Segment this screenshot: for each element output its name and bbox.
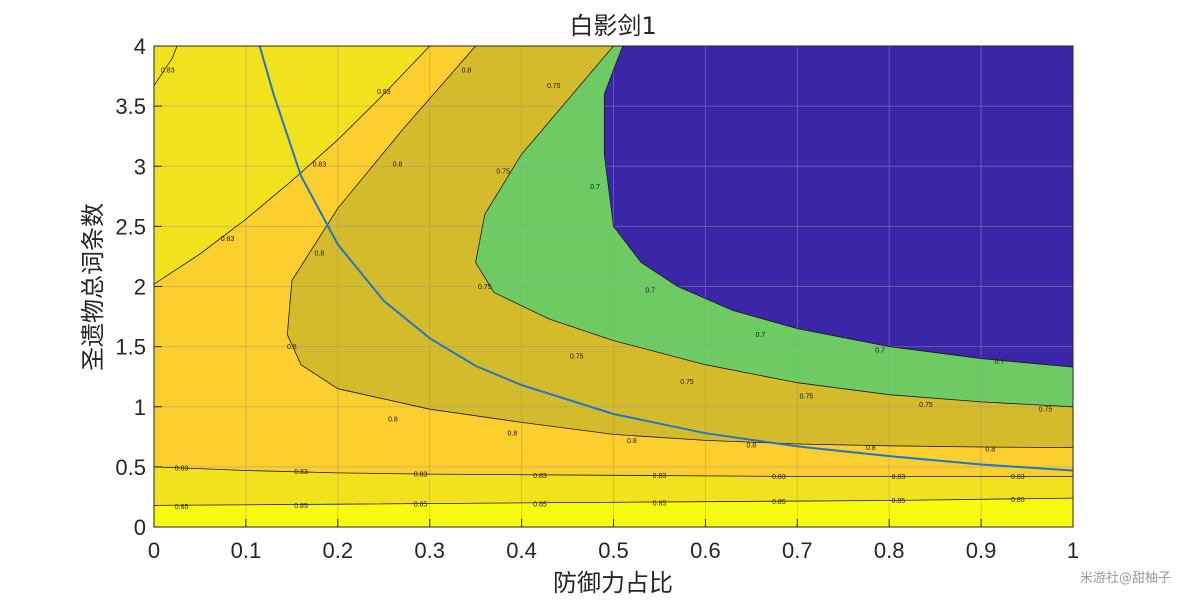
y-axis-title: 圣遗物总词条数: [79, 203, 107, 371]
x-tick-label: 0.8: [874, 538, 905, 563]
contour-label: 0.8: [315, 250, 325, 257]
watermark: 米游社@甜柚子: [1079, 571, 1171, 586]
contour-label: 0.7: [590, 184, 600, 191]
contour-labels: 0.85 0.85 0.85 0.85 0.85 0.85 0.85 0.85 0.83 0.83…: [161, 68, 1052, 512]
x-axis-ticks: 0 0.1 0.2 0.3 0.4 0.5 0.6 0.7 0.8 0.9 1: [148, 519, 1079, 563]
contour-label: 0.8: [393, 161, 403, 168]
contour-label: 0.85: [772, 499, 786, 506]
contour-label: 0.85: [1011, 497, 1025, 504]
contour-label: 0.83: [377, 89, 391, 96]
y-axis-ticks: 0 0.5 1 1.5 2 2.5 3 3.5 4: [115, 34, 162, 540]
contour-label: 0.83: [313, 161, 327, 168]
x-axis-title: 防御力占比: [553, 569, 673, 597]
contour-label: 0.8: [627, 438, 637, 445]
contour-label: 0.83: [892, 474, 906, 481]
contour-label: 0.83: [772, 474, 786, 481]
contour-label: 0.75: [1039, 407, 1053, 414]
contour-label: 0.83: [414, 472, 428, 479]
contour-label: 0.85: [175, 504, 189, 511]
contour-label: 0.8: [508, 431, 518, 438]
x-tick-label: 1: [1067, 538, 1079, 563]
contour-label: 0.7: [875, 348, 885, 355]
contour-line-0-85: [154, 497, 1073, 506]
x-tick-label: 0.6: [690, 538, 721, 563]
chart-title: 白影剑1: [569, 12, 656, 40]
contour-label: 0.7: [995, 359, 1005, 366]
grid-lines: [154, 46, 1073, 527]
y-tick-label: 3.5: [115, 94, 146, 119]
contour-label: 0.75: [680, 379, 694, 386]
contour-label: 0.8: [462, 68, 472, 75]
contour-label: 0.8: [287, 344, 297, 351]
contour-label: 0.85: [533, 502, 547, 509]
x-tick-label: 0.5: [598, 538, 629, 563]
contour-label: 0.75: [496, 169, 510, 176]
contour-label: 0.83: [294, 469, 308, 476]
x-tick-label: 0.9: [966, 538, 997, 563]
contour-label: 0.75: [478, 284, 492, 291]
contour-label: 0.75: [800, 393, 814, 400]
contour-label: 0.83: [161, 68, 175, 75]
contour-label: 0.83: [175, 466, 189, 473]
x-tick-label: 0.7: [782, 538, 813, 563]
x-tick-label: 0.3: [414, 538, 445, 563]
x-tick-label: 0: [148, 538, 160, 563]
contour-label: 0.83: [221, 236, 235, 243]
y-tick-label: 0: [134, 515, 146, 540]
y-tick-label: 0.5: [115, 455, 146, 480]
y-tick-label: 3: [134, 154, 146, 179]
contour-label: 0.85: [892, 498, 906, 505]
y-tick-label: 2: [134, 275, 146, 300]
x-tick-label: 0.2: [323, 538, 354, 563]
contour-label: 0.75: [547, 83, 561, 90]
y-tick-label: 4: [134, 34, 146, 59]
series-line: [258, 46, 1073, 472]
band-above-0-85: [154, 498, 1073, 527]
contour-label: 0.85: [414, 502, 428, 509]
contour-label: 0.8: [746, 443, 756, 450]
contour-line-0-8: [286, 46, 1073, 448]
contour-label: 0.8: [388, 416, 398, 423]
contour-line-0-83: [154, 466, 1073, 477]
x-tick-label: 0.1: [231, 538, 262, 563]
contour-label: 0.83: [653, 473, 667, 480]
contour-line-0-7: [603, 46, 1073, 368]
contour-label: 0.83: [1011, 474, 1025, 481]
contour-line-0-75: [475, 46, 1073, 408]
contour-line-0-83: [154, 46, 178, 86]
contour-label: 0.8: [985, 446, 995, 453]
y-tick-label: 1: [134, 395, 146, 420]
contour-label: 0.75: [570, 354, 584, 361]
contour-label: 0.7: [756, 332, 766, 339]
contour-lines: [154, 46, 1073, 506]
contour-label: 0.85: [653, 500, 667, 507]
contour-label: 0.75: [919, 402, 933, 409]
series-curve: [258, 46, 1073, 472]
y-tick-label: 2.5: [115, 214, 146, 239]
contour-label: 0.8: [866, 445, 876, 452]
contour-label: 0.83: [533, 473, 547, 480]
contour-label: 0.7: [645, 288, 655, 295]
contour-bands: [154, 46, 1073, 527]
y-tick-label: 1.5: [115, 335, 146, 360]
contour-line-0-83: [154, 46, 430, 285]
contour-label: 0.85: [294, 503, 308, 510]
band-below-0-7: [604, 46, 1073, 368]
x-tick-label: 0.4: [506, 538, 537, 563]
